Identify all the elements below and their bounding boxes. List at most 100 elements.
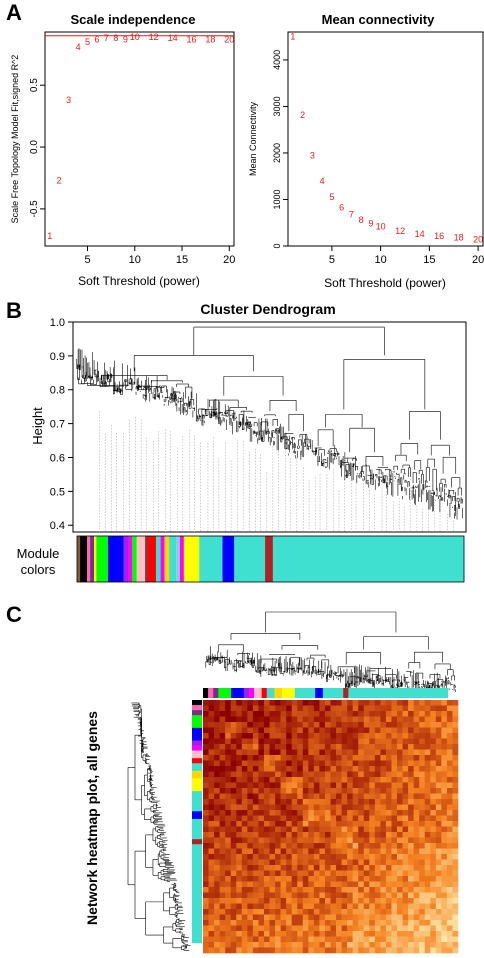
heatmap-cell xyxy=(241,870,248,877)
heatmap-cell xyxy=(275,942,281,948)
heatmap-cell xyxy=(452,826,459,833)
heatmap-cell xyxy=(452,887,459,893)
heatmap-cell xyxy=(247,821,254,827)
heatmap-cell xyxy=(374,749,381,756)
heatmap-cell xyxy=(280,821,287,827)
scale-independence-xlabel: Soft Threshold (power) xyxy=(78,274,200,288)
heatmap-cell xyxy=(391,865,398,871)
heatmap-cell xyxy=(219,942,226,948)
heatmap-cell xyxy=(208,700,215,706)
heatmap-cell xyxy=(435,826,442,833)
heatmap-cell xyxy=(280,843,287,849)
heatmap-cell xyxy=(324,859,331,866)
heatmap-cell xyxy=(324,870,331,877)
heatmap-cell xyxy=(297,826,304,833)
heatmap-cell xyxy=(308,925,315,932)
heatmap-cell xyxy=(352,920,359,926)
module-color-segment xyxy=(183,536,200,582)
heatmap-cell xyxy=(430,782,437,789)
heatmap-cell xyxy=(347,903,353,910)
heatmap-cell xyxy=(424,848,431,855)
heatmap-cell xyxy=(214,810,220,816)
heatmap-cell xyxy=(369,771,376,778)
heatmap-cell xyxy=(330,909,337,915)
heatmap-left-module-color xyxy=(192,791,202,812)
heatmap-cell xyxy=(236,788,243,794)
heatmap-cell xyxy=(308,832,315,838)
heatmap-cell xyxy=(380,733,387,739)
heatmap-cell xyxy=(319,760,326,767)
heatmap-cell xyxy=(446,876,453,882)
heatmap-cell xyxy=(336,810,342,816)
heatmap-cell xyxy=(275,843,281,849)
heatmap-cell xyxy=(363,903,370,910)
heatmap-cell xyxy=(430,832,437,838)
heatmap-cell xyxy=(225,705,232,712)
heatmap-cell xyxy=(302,892,309,899)
heatmap-cell xyxy=(391,914,398,921)
heatmap-cell xyxy=(374,909,381,915)
heatmap-cell xyxy=(441,804,448,811)
heatmap-cell xyxy=(352,815,359,822)
heatmap-cell xyxy=(413,865,420,871)
heatmap-cell xyxy=(402,760,409,767)
heatmap-cell xyxy=(297,810,304,816)
heatmap-cell xyxy=(324,804,331,811)
heatmap-cell xyxy=(258,865,265,871)
heatmap-cell xyxy=(275,832,281,838)
heatmap-cell xyxy=(441,920,448,926)
heatmap-cell xyxy=(358,711,365,717)
heatmap-cell xyxy=(374,711,381,717)
heatmap-cell xyxy=(374,870,381,877)
scale-independence-title: Scale independence xyxy=(71,12,196,27)
heatmap-cell xyxy=(369,766,376,772)
heatmap-cell xyxy=(219,865,226,871)
heatmap-cell xyxy=(424,793,431,800)
heatmap-cell xyxy=(402,738,409,745)
heatmap-cell xyxy=(275,881,281,888)
heatmap-cell xyxy=(363,821,370,827)
heatmap-cell xyxy=(363,700,370,706)
heatmap-cell xyxy=(397,727,403,734)
heatmap-cell xyxy=(358,782,365,789)
scale-independence-point-5: 5 xyxy=(85,37,90,47)
heatmap-cell xyxy=(435,947,442,954)
heatmap-cell xyxy=(369,744,376,750)
heatmap-cell xyxy=(214,876,220,882)
heatmap-cell xyxy=(252,705,259,712)
heatmap-cell xyxy=(435,815,442,822)
heatmap-cell xyxy=(347,744,353,750)
heatmap-cell xyxy=(336,705,342,712)
heatmap-cell xyxy=(341,865,348,871)
module-color-segment xyxy=(131,536,137,582)
heatmap-cell xyxy=(280,766,287,772)
heatmap-cell xyxy=(286,716,292,723)
heatmap-cell xyxy=(397,881,403,888)
heatmap-cell xyxy=(330,749,337,756)
heatmap-cell xyxy=(452,898,459,904)
heatmap-cell xyxy=(352,744,359,750)
heatmap-cell xyxy=(324,931,331,937)
heatmap-cell xyxy=(419,832,426,838)
heatmap-cell xyxy=(336,876,342,882)
heatmap-cell xyxy=(252,744,259,750)
heatmap-cell xyxy=(419,821,426,827)
heatmap-cell xyxy=(435,738,442,745)
heatmap-cell xyxy=(230,815,237,822)
heatmap-cell xyxy=(352,755,359,761)
heatmap-cell xyxy=(225,942,232,948)
heatmap-cell xyxy=(236,854,243,860)
heatmap-cell xyxy=(203,738,209,745)
heatmap-cell xyxy=(324,782,331,789)
heatmap-cell xyxy=(313,804,320,811)
heatmap-cell xyxy=(452,881,459,888)
heatmap-cell xyxy=(308,711,315,717)
heatmap-cell xyxy=(385,766,392,772)
heatmap-cell xyxy=(363,771,370,778)
heatmap-cell xyxy=(313,722,320,728)
heatmap-cell xyxy=(419,711,426,717)
heatmap-cell xyxy=(297,837,304,844)
heatmap-cell xyxy=(203,942,209,948)
heatmap-cell xyxy=(352,832,359,838)
heatmap-cell xyxy=(236,799,243,805)
